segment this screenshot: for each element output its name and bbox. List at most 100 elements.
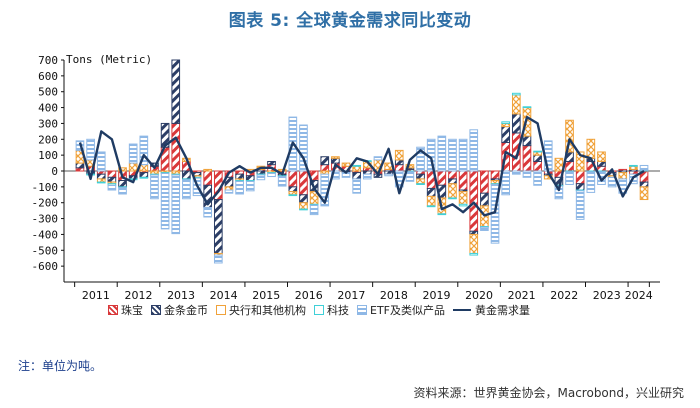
bar-0-2016Q4 bbox=[320, 164, 330, 172]
legend-item-jewelry: 珠宝 bbox=[108, 302, 143, 318]
bar-0-2020Q2 bbox=[469, 170, 479, 232]
legend-item-technology: 科技 bbox=[314, 302, 349, 318]
bar-3-2019Q4 bbox=[448, 197, 457, 200]
x-tick-label: 2011 bbox=[82, 289, 110, 302]
bar-1-2012Q3 bbox=[139, 172, 149, 178]
x-tick-label: 2013 bbox=[167, 289, 195, 302]
y-tick-label: -600 bbox=[32, 260, 59, 273]
legend-item-central-banks: 央行和其他机构 bbox=[216, 302, 306, 318]
bar-2-2024Q2 bbox=[639, 186, 649, 201]
bar-1-2019Q2 bbox=[426, 187, 436, 197]
legend-swatch-bars-coins bbox=[151, 305, 161, 315]
legend-label-technology: 科技 bbox=[327, 304, 349, 317]
x-tick-label: 2012 bbox=[125, 289, 153, 302]
bar-3-2021Q2 bbox=[511, 92, 521, 96]
bar-4-2011Q3 bbox=[96, 151, 106, 172]
bar-3-2019Q1 bbox=[416, 183, 425, 185]
bar-4-2014Q4 bbox=[235, 180, 244, 195]
bar-4-2020Q2 bbox=[469, 129, 479, 172]
legend-line-total-demand bbox=[453, 309, 471, 311]
bar-4-2015Q1 bbox=[245, 180, 255, 192]
y-tick-label: -300 bbox=[32, 213, 59, 226]
legend-label-total-demand: 黄金需求量 bbox=[475, 304, 530, 317]
bar-4-2018Q4 bbox=[405, 171, 415, 182]
legend-swatch-technology bbox=[314, 305, 324, 315]
bar-2-2016Q2 bbox=[299, 202, 308, 210]
bar-4-2021Q4 bbox=[533, 170, 542, 186]
bar-3-2012Q3 bbox=[139, 176, 149, 179]
bar-4-2012Q2 bbox=[128, 143, 138, 164]
bar-2-2012Q1 bbox=[118, 167, 127, 172]
bar-1-2018Q3 bbox=[394, 159, 404, 166]
bar-0-2020Q1 bbox=[458, 170, 468, 191]
bar-4-2024Q2 bbox=[639, 164, 649, 171]
bar-1-2017Q1 bbox=[331, 157, 340, 164]
bar-1-2019Q1 bbox=[416, 173, 425, 180]
legend-label-bars-coins: 金条金币 bbox=[164, 304, 208, 317]
x-tick-label: 2023 bbox=[593, 289, 621, 302]
bar-2-2018Q4 bbox=[405, 164, 415, 169]
bar-3-2019Q2 bbox=[426, 205, 436, 208]
bar-0-2021Q3 bbox=[522, 145, 532, 172]
bar-1-2019Q4 bbox=[448, 178, 457, 185]
y-tick-label: 700 bbox=[38, 54, 58, 67]
bar-2-2018Q3 bbox=[394, 149, 404, 161]
y-tick-label: 0 bbox=[51, 165, 58, 178]
bar-4-2017Q4 bbox=[362, 173, 372, 180]
bar-4-2011Q4 bbox=[107, 184, 117, 191]
line-total-demand bbox=[78, 115, 645, 217]
bar-4-2013Q2 bbox=[171, 174, 181, 235]
bar-4-2015Q3 bbox=[267, 172, 276, 178]
bar-4-2019Q4 bbox=[448, 138, 457, 172]
bar-0-2020Q4 bbox=[490, 170, 500, 180]
bar-4-2016Q3 bbox=[309, 204, 319, 216]
bar-4-2019Q1 bbox=[416, 146, 425, 172]
x-tick-label: 2022 bbox=[550, 289, 578, 302]
chart-source: 资料来源：世界黄金协会，Macrobond，兴业研究 bbox=[413, 386, 685, 400]
bar-0-2016Q1 bbox=[288, 170, 298, 188]
y-tick-label: 100 bbox=[38, 149, 58, 162]
bar-4-2015Q2 bbox=[256, 174, 266, 181]
bar-2-2017Q2 bbox=[341, 162, 351, 167]
y-tick-label: -200 bbox=[32, 197, 59, 210]
x-tick-label: 2020 bbox=[465, 289, 493, 302]
bar-1-2013Q2 bbox=[171, 59, 181, 124]
bar-4-2014Q1 bbox=[203, 206, 213, 218]
x-tick-label: 2014 bbox=[210, 289, 238, 302]
bar-1-2015Q3 bbox=[267, 160, 276, 166]
bar-4-2018Q2 bbox=[384, 173, 393, 177]
bar-2-2019Q1 bbox=[416, 178, 425, 185]
bar-3-2020Q1 bbox=[458, 203, 468, 207]
bar-1-2016Q2 bbox=[299, 194, 308, 204]
bar-4-2014Q3 bbox=[224, 189, 234, 194]
bar-2-2020Q2 bbox=[469, 233, 479, 254]
bar-1-2011Q1 bbox=[75, 162, 85, 169]
bar-2-2022Q3 bbox=[565, 119, 574, 153]
bar-2-2020Q1 bbox=[458, 191, 468, 205]
bar-1-2021Q1 bbox=[501, 126, 511, 143]
legend-swatch-etf bbox=[357, 305, 367, 315]
bar-4-2013Q3 bbox=[182, 179, 191, 200]
bar-0-2022Q4 bbox=[575, 170, 585, 185]
bar-1-2014Q4 bbox=[235, 173, 244, 180]
bar-2-2017Q1 bbox=[331, 156, 340, 159]
x-tick-label: 2017 bbox=[337, 289, 365, 302]
legend-label-jewelry: 珠宝 bbox=[121, 304, 143, 317]
y-tick-label: -500 bbox=[32, 244, 59, 257]
bar-4-2019Q3 bbox=[437, 135, 447, 172]
bar-2-2019Q4 bbox=[448, 183, 457, 199]
bar-0-2018Q3 bbox=[394, 164, 404, 172]
bar-2-2019Q2 bbox=[426, 195, 436, 207]
bar-1-2017Q3 bbox=[352, 172, 362, 180]
y-axis-unit-label: Tons (Metric) bbox=[66, 53, 152, 66]
x-tick-label: 2019 bbox=[423, 289, 451, 302]
bar-0-2014Q1 bbox=[203, 170, 213, 186]
bar-4-2021Q3 bbox=[522, 170, 532, 178]
legend-item-bars-coins: 金条金币 bbox=[151, 302, 208, 318]
bar-0-2023Q2 bbox=[597, 165, 606, 172]
x-tick-label: 2021 bbox=[508, 289, 536, 302]
legend-item-etf: ETF及类似产品 bbox=[357, 302, 445, 318]
bar-4-2023Q1 bbox=[586, 171, 596, 193]
bar-2-2022Q4 bbox=[575, 151, 585, 172]
